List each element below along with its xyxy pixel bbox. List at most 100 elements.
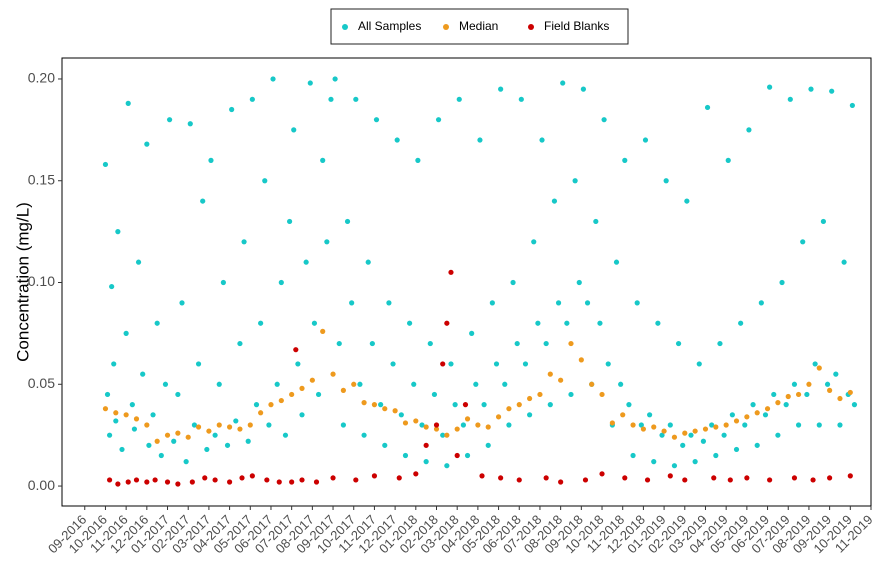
point bbox=[692, 428, 698, 434]
point bbox=[651, 424, 657, 430]
point bbox=[733, 418, 740, 424]
point bbox=[324, 239, 330, 245]
point bbox=[270, 76, 276, 82]
point bbox=[791, 475, 798, 481]
point bbox=[746, 127, 752, 133]
point bbox=[150, 412, 156, 418]
point bbox=[262, 178, 268, 184]
point bbox=[700, 438, 707, 444]
point bbox=[146, 442, 152, 448]
point bbox=[264, 477, 270, 483]
point bbox=[344, 218, 351, 225]
point bbox=[667, 473, 673, 479]
point bbox=[506, 422, 512, 428]
point bbox=[191, 422, 198, 428]
point bbox=[320, 328, 326, 334]
point bbox=[454, 452, 460, 459]
point bbox=[711, 475, 717, 481]
y-axis-label: Concentration (mg/L) bbox=[13, 202, 32, 362]
point bbox=[276, 479, 282, 485]
point bbox=[827, 475, 833, 481]
point bbox=[804, 391, 810, 398]
point bbox=[493, 361, 500, 367]
point bbox=[299, 477, 305, 483]
point bbox=[680, 442, 686, 448]
point bbox=[518, 96, 524, 102]
point bbox=[462, 402, 469, 408]
point bbox=[154, 320, 160, 326]
point bbox=[349, 300, 355, 306]
point bbox=[767, 84, 773, 90]
point bbox=[278, 397, 284, 404]
point bbox=[185, 434, 191, 440]
point bbox=[738, 320, 744, 326]
point bbox=[433, 422, 440, 428]
point bbox=[675, 340, 682, 347]
point bbox=[584, 300, 591, 306]
point bbox=[268, 402, 274, 408]
point bbox=[278, 279, 284, 286]
point bbox=[783, 402, 789, 408]
point bbox=[634, 300, 640, 306]
point bbox=[791, 381, 798, 387]
point bbox=[810, 477, 816, 483]
point bbox=[144, 479, 150, 485]
point bbox=[762, 412, 769, 418]
point bbox=[498, 86, 504, 92]
point bbox=[415, 157, 421, 163]
point bbox=[744, 414, 750, 420]
point bbox=[775, 432, 781, 438]
point bbox=[851, 402, 858, 408]
point bbox=[812, 361, 818, 367]
point bbox=[464, 416, 471, 422]
point bbox=[452, 402, 458, 408]
point bbox=[558, 479, 564, 485]
point bbox=[249, 96, 255, 102]
point bbox=[386, 300, 392, 306]
point bbox=[396, 475, 402, 481]
point bbox=[398, 412, 404, 418]
point bbox=[164, 432, 171, 438]
point bbox=[841, 259, 847, 265]
point bbox=[582, 477, 589, 483]
point bbox=[444, 463, 450, 469]
point bbox=[713, 424, 719, 430]
point bbox=[758, 300, 764, 306]
y-tick-label: 0.00 bbox=[28, 477, 55, 493]
point bbox=[202, 475, 208, 481]
point bbox=[411, 381, 417, 387]
point bbox=[702, 426, 709, 432]
point bbox=[208, 157, 214, 163]
point bbox=[800, 239, 806, 245]
point bbox=[187, 121, 193, 127]
point bbox=[206, 428, 212, 434]
point bbox=[764, 406, 771, 412]
point bbox=[847, 389, 853, 396]
point bbox=[371, 402, 378, 408]
point bbox=[837, 422, 843, 428]
point bbox=[527, 395, 533, 402]
point bbox=[340, 387, 346, 393]
point bbox=[638, 422, 644, 428]
point bbox=[775, 399, 781, 406]
point bbox=[460, 422, 466, 428]
point bbox=[568, 391, 574, 398]
point bbox=[599, 391, 605, 398]
point bbox=[717, 340, 723, 347]
point bbox=[448, 361, 454, 367]
point bbox=[531, 239, 537, 245]
point bbox=[808, 86, 814, 92]
point bbox=[402, 420, 409, 426]
point bbox=[580, 86, 587, 92]
point bbox=[477, 137, 483, 143]
point bbox=[787, 96, 793, 102]
point bbox=[109, 283, 115, 290]
point bbox=[440, 361, 446, 367]
legend-swatch bbox=[342, 24, 348, 30]
point bbox=[413, 471, 419, 477]
point bbox=[382, 442, 388, 448]
y-tick-label: 0.15 bbox=[28, 171, 55, 187]
point bbox=[510, 279, 516, 286]
point bbox=[171, 438, 177, 444]
point bbox=[394, 137, 400, 143]
